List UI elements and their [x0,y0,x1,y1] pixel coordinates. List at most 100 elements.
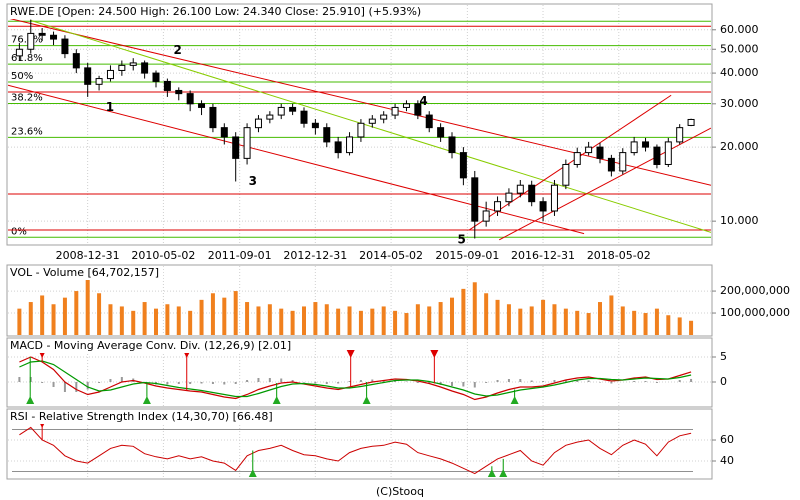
histogram-bar [496,380,499,382]
candle-body [50,34,58,40]
histogram-bar [644,381,647,382]
histogram-bar [98,382,101,383]
candle-body [619,152,627,172]
histogram-bar [485,382,488,383]
y-tick-label: 5 [720,350,727,363]
volume-bar [302,306,306,335]
histogram-bar [29,377,32,382]
candle-body [471,177,479,222]
volume-bar [279,308,284,335]
indicator-line [19,426,692,475]
histogram-bar [280,378,283,382]
volume-bar [131,310,136,335]
indicator-line [19,356,692,401]
candle-body [585,146,593,154]
volume-bar [609,295,614,335]
candle-body [61,38,69,55]
volume-bar [245,302,250,335]
volume-bar [62,297,67,335]
histogram-bar [690,378,693,382]
histogram-bar [189,382,192,384]
fib-label: 38.2% [11,92,43,103]
candle-body [550,184,558,212]
histogram-bar [678,380,681,382]
histogram-bar [610,382,613,384]
buy-signal [487,469,496,477]
volume-bar [85,277,90,335]
histogram-bar [359,380,362,382]
volume-bar [381,306,386,335]
candle-body [289,106,297,112]
histogram-bar [587,380,590,382]
volume-bar [620,306,625,335]
x-tick-label: 2011-09-01 [208,249,272,262]
volume-bar [427,306,432,335]
histogram-bar [120,377,123,382]
fib-label: 76.4% [11,35,43,46]
plot-area [8,339,711,406]
histogram-bar [553,380,556,382]
title-background [8,5,426,19]
volume-bar [176,306,181,335]
volume-bar [313,302,318,335]
histogram-bar [405,381,408,382]
histogram-bar [291,380,294,382]
x-tick-label: 2018-05-02 [587,249,651,262]
histogram-bar [211,382,214,384]
candle-body [653,146,661,165]
y-tick-label: 40.000 [720,66,759,79]
candle-body [380,114,388,120]
fib-label: 61.8% [11,53,43,64]
candle-body [664,141,672,165]
volume-bar [142,302,147,335]
volume-bar [267,304,272,335]
volume-bar [233,291,238,335]
candle-body [38,32,46,36]
volume-bar [210,293,215,335]
volume-bar [119,306,124,335]
volume-bar [17,308,22,335]
plot-area [8,410,711,478]
histogram-bar [576,380,579,382]
histogram-bar [564,379,567,382]
volume-bar [632,310,637,335]
volume-bar [404,313,409,335]
y-tick-label: 30.000 [720,97,759,110]
volume-bar [51,304,56,335]
x-tick-label: 2010-05-02 [131,249,195,262]
candle-body [118,64,126,71]
x-tick-label: 2008-12-31 [56,249,120,262]
volume-bar [415,304,420,335]
wave-label: 2 [173,43,181,57]
candle-body [459,152,467,179]
panel-title: RWE.DE [Open: 24.500 High: 26.100 Low: 2… [10,5,421,18]
volume-bar [586,313,591,335]
histogram-bar [599,382,601,383]
buy-signal [362,396,371,404]
histogram-bar [257,378,260,382]
volume-bar [165,304,170,335]
y-tick-label: 10.000 [720,214,759,227]
volume-bar [358,310,363,335]
candle-body [95,78,103,85]
volume-bar [495,299,500,335]
title-background [8,266,164,280]
histogram-bar [268,378,271,382]
title-background [8,410,277,424]
volume-bar [666,315,671,335]
wave-label: 3 [249,174,257,188]
x-tick-label: 2015-09-01 [435,249,499,262]
histogram-bar [234,382,237,384]
fib-label: 0% [11,226,27,237]
panel-title: MACD - Moving Average Conv. Div. (12,26,… [10,339,291,352]
y-tick-label: 0 [720,375,727,388]
histogram-bar [451,382,453,386]
sell-signal [346,350,355,358]
y-tick-label: 20.000 [720,140,759,153]
buy-signal [248,469,257,477]
volume-bar [450,297,454,335]
histogram-bar [63,382,66,392]
candle-body [220,127,228,138]
histogram-bar [348,381,351,382]
